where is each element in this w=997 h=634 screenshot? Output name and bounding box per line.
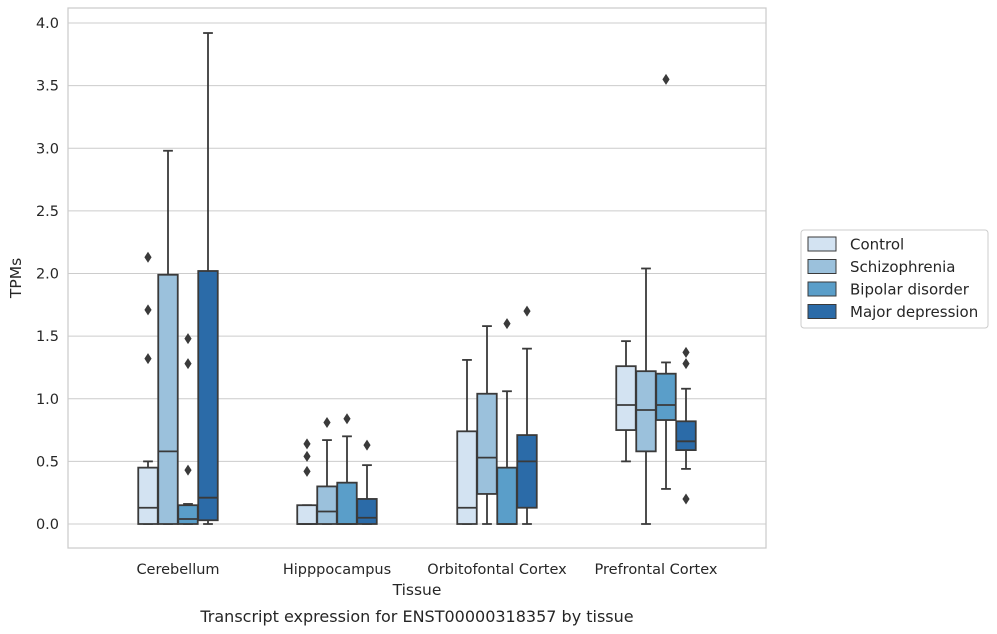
iqr-box — [197, 270, 219, 522]
legend-label: Bipolar disorder — [850, 281, 970, 299]
legend-label: Major depression — [850, 303, 978, 321]
y-tick-label: 1.5 — [36, 329, 59, 345]
iqr-box — [296, 504, 318, 525]
y-axis-label: TPMs — [7, 258, 25, 299]
box-2-3 — [516, 305, 538, 525]
outlier-point — [303, 465, 311, 477]
y-tick-label: 0.0 — [36, 517, 59, 533]
iqr-box — [635, 370, 657, 453]
legend-items: Control Schizophrenia Bipolar disorder Majo… — [807, 236, 978, 321]
box-0-1 — [157, 149, 179, 525]
x-axis-label: Tissue — [392, 581, 442, 599]
outlier-point — [184, 358, 192, 370]
legend: Control Schizophrenia Bipolar disorder Majo… — [800, 229, 989, 329]
iqr-box — [316, 485, 338, 525]
outlier-point — [144, 353, 152, 365]
y-tick-label: 3.5 — [36, 79, 59, 95]
outlier-point — [323, 417, 331, 429]
outlier-point — [303, 438, 311, 450]
figure-caption: Transcript expression for ENST0000031835… — [199, 607, 633, 626]
y-tick-label: 2.5 — [36, 204, 59, 220]
y-tick-label: 1.0 — [36, 392, 59, 408]
outlier-point — [144, 251, 152, 263]
iqr-box — [177, 504, 199, 525]
iqr-box — [456, 430, 478, 525]
outlier-point — [343, 413, 351, 425]
box-0-2 — [177, 333, 199, 525]
box-1-3 — [356, 439, 378, 525]
legend-frame — [800, 229, 989, 329]
iqr-box — [157, 273, 179, 525]
outlier-point — [682, 493, 690, 505]
legend-item: Control — [807, 236, 904, 254]
iqr-box — [496, 466, 518, 525]
y-tick-label: 0.5 — [36, 454, 59, 470]
box-0-0 — [137, 251, 159, 525]
y-tick-label: 4.0 — [36, 16, 59, 32]
legend-swatch — [807, 236, 837, 252]
iqr-box — [615, 365, 637, 431]
outlier-point — [184, 464, 192, 476]
legend-label: Control — [850, 236, 904, 254]
box-0-3 — [197, 32, 219, 525]
outlier-point — [682, 346, 690, 358]
iqr-box — [476, 392, 498, 495]
outlier-point — [503, 318, 511, 330]
legend-item: Bipolar disorder — [807, 281, 970, 299]
box-2-1 — [476, 325, 498, 525]
x-tick-labels: Cerebellum Hipppocampus Orbitofontal Corte… — [136, 562, 717, 578]
box-3-3 — [675, 346, 697, 505]
iqr-box — [137, 466, 159, 525]
legend-swatch — [807, 259, 837, 274]
iqr-box — [675, 420, 697, 452]
x-tick-label: Prefrontal Cortex — [595, 562, 718, 578]
outlier-point — [363, 439, 371, 451]
outlier-point — [144, 304, 152, 316]
legend-swatch — [807, 304, 837, 319]
iqr-box — [655, 372, 677, 421]
box-3-2 — [655, 73, 677, 490]
outlier-point — [682, 358, 690, 370]
iqr-box — [356, 498, 378, 525]
boxes — [137, 32, 697, 525]
outlier-point — [303, 450, 311, 462]
outlier-point — [523, 305, 531, 317]
x-tick-label: Orbitofontal Cortex — [427, 562, 567, 578]
x-tick-label: Cerebellum — [136, 562, 219, 578]
plot-area — [67, 7, 767, 549]
iqr-box — [336, 481, 358, 525]
x-tick-label: Hipppocampus — [283, 562, 391, 578]
outlier-point — [662, 73, 670, 85]
box-2-0 — [456, 359, 478, 525]
iqr-box — [516, 434, 538, 509]
y-tick-label: 3.0 — [36, 141, 59, 157]
legend-item: Major depression — [807, 303, 978, 321]
box-1-1 — [316, 417, 338, 525]
legend-label: Schizophrenia — [850, 258, 955, 276]
y-tick-labels: 0.0 0.5 1.0 1.5 2.0 2.5 3.0 3.5 4.0 — [36, 16, 59, 533]
legend-swatch — [807, 281, 837, 297]
outlier-point — [184, 333, 192, 345]
legend-item: Schizophrenia — [807, 258, 955, 276]
y-tick-label: 2.0 — [36, 267, 59, 283]
